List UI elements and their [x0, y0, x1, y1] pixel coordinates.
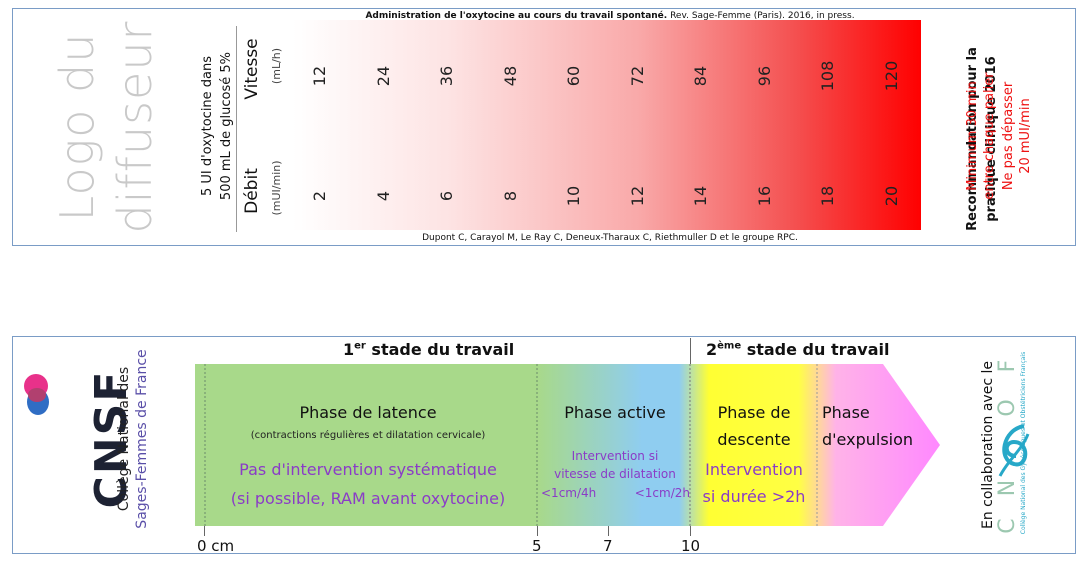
dose-value: 4: [373, 190, 393, 202]
diffuser-logo-placeholder: Logo du diffuseur: [50, 20, 162, 234]
dose-value: 18: [818, 185, 837, 207]
dose-value: 20: [881, 185, 901, 207]
dose-value: 10: [564, 185, 583, 207]
rate-value: 36: [437, 65, 456, 87]
rate-gradient-band: [293, 20, 921, 230]
dose-value: 16: [754, 185, 774, 207]
active-title: Phase active: [564, 403, 666, 422]
rate-value: 120: [881, 60, 901, 92]
tick-label-5: 5: [532, 537, 542, 555]
rate-axis-unit: (mL/h): [270, 47, 283, 85]
descente-title-2: descente: [717, 430, 791, 449]
latence-title: Phase de latence: [299, 403, 437, 422]
stage1-title: 1er stade du travail: [343, 340, 515, 359]
cnsf-name-line1: Collège National des: [116, 366, 132, 512]
cngof-logo: C N O F Collège National des Gynécologue…: [995, 346, 1042, 546]
expulsion-title-1: Phase: [822, 403, 870, 422]
ruler-authors-footer: Dupont C, Carayol M, Le Ray C, Deneux-Th…: [422, 233, 798, 243]
active-threshold-right: <1cm/2h: [634, 486, 690, 500]
latence-guidance-2: (si possible, RAM avant oxytocine): [230, 489, 506, 508]
tick-label-10: 10: [681, 537, 701, 555]
rate-value: 60: [564, 65, 583, 87]
active-guidance-1: Intervention si: [571, 449, 659, 463]
latence-subtitle: (contractions régulières et dilatation c…: [250, 430, 486, 441]
rate-value: 48: [500, 65, 520, 87]
max-dose-warning: Ne pas dépasser 20 mUI/min: [1001, 81, 1033, 191]
ruler-divider: [236, 26, 237, 232]
dose-axis-label: Débit: [242, 168, 262, 214]
cnsf-logo-icon: [24, 374, 49, 415]
dose-value: 6: [437, 190, 456, 202]
cngof-fullname: Collège National des Gynécologues et Obs…: [1020, 351, 1027, 535]
dose-axis-unit: (mUI/min): [270, 160, 283, 216]
tick-10: [690, 526, 691, 536]
active-threshold-left: <1cm/4h: [541, 486, 597, 500]
labor-phase-arrow: [195, 364, 940, 526]
dose-value: 14: [691, 185, 710, 207]
palier-warning: Minimum 30 min entre chaque palier: [965, 72, 997, 200]
rate-axis-label: Vitesse: [242, 38, 262, 100]
expulsion-title-2: d'expulsion: [822, 430, 914, 449]
latence-guidance-1: Pas d'intervention systématique: [239, 460, 497, 479]
descente-guidance-2: si durée >2h: [702, 487, 806, 506]
dose-value: 12: [627, 185, 647, 207]
stage2-title: 2ème stade du travail: [706, 340, 890, 359]
cnsf-name-line2: Sages-Femmes de France: [134, 349, 150, 529]
tick-label-0: 0 cm: [197, 537, 235, 555]
rate-value: 12: [310, 65, 329, 87]
descente-title-1: Phase de: [717, 403, 791, 422]
descente-guidance-1: Intervention: [705, 460, 803, 479]
rate-value: 96: [754, 65, 774, 87]
rate-value: 108: [818, 60, 837, 92]
cngof-swirl-icon: [998, 424, 1030, 477]
tick-0: [204, 526, 205, 536]
tick-label-7: 7: [603, 537, 613, 555]
tick-7: [608, 526, 609, 536]
ruler-reference-header: Administration de l'oxytocine au cours d…: [365, 11, 855, 21]
dose-value: 8: [500, 190, 520, 202]
active-guidance-2: vitesse de dilatation: [554, 467, 676, 481]
rate-value: 72: [627, 65, 647, 87]
rate-value: 84: [691, 65, 710, 87]
stage-separator: [690, 338, 691, 364]
dose-value: 2: [310, 190, 329, 202]
rate-value: 24: [373, 65, 393, 87]
tick-5: [537, 526, 538, 536]
